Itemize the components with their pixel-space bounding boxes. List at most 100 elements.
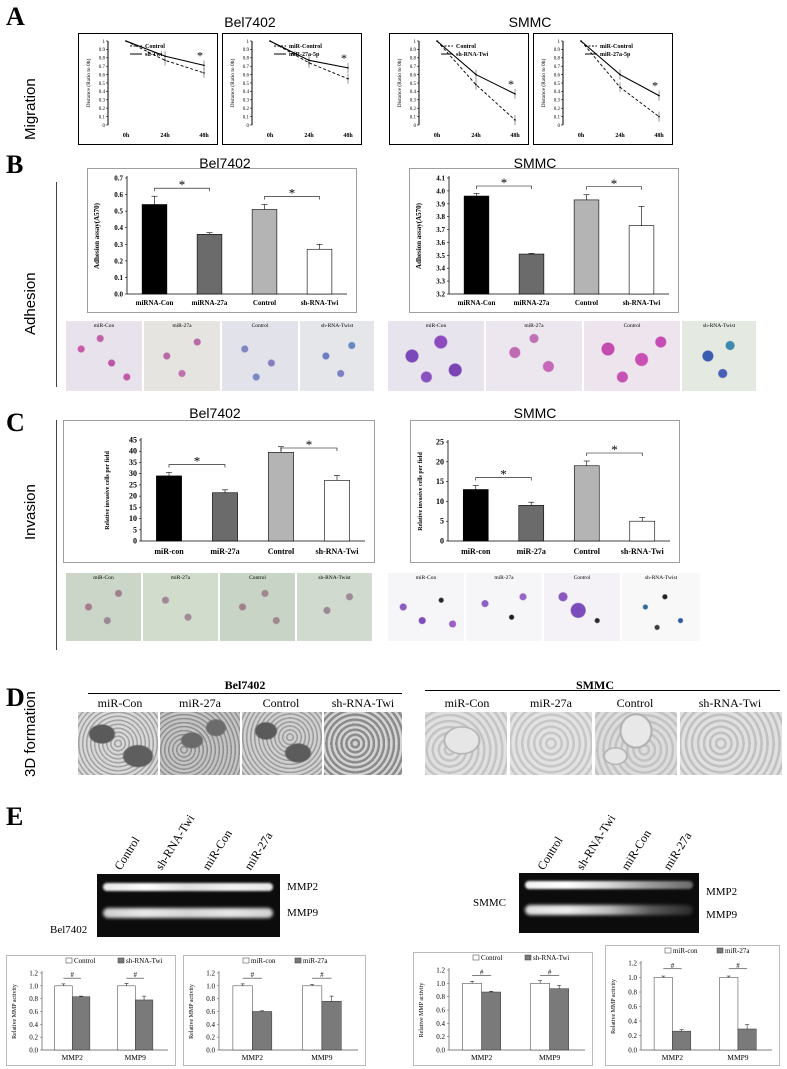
title-a-bel: Bel7402 xyxy=(224,14,276,30)
y-tick-label: 0 xyxy=(247,124,250,129)
legend-entry: Control xyxy=(481,954,502,962)
significance-marker: # xyxy=(736,962,740,970)
legend-swatch xyxy=(664,947,672,954)
d3-label-7: Control xyxy=(616,696,654,710)
y-tick-label: 0.7 xyxy=(99,65,106,70)
y-tick-label: 0.2 xyxy=(410,107,417,112)
chart-frame xyxy=(409,168,679,313)
gel-cell-label-smmc: SMMC xyxy=(473,897,507,909)
micrograph-c-bel-3: Control xyxy=(220,573,295,641)
mmp-chart-bel-mir: 0.0 0.2 0.4 0.6 0.8 1.0 1.2 Relative MMP activi… xyxy=(183,955,366,1066)
significance-bracket xyxy=(154,187,210,192)
lane-label-bel-1: Control xyxy=(111,833,143,873)
d3-image-bel-shtwi xyxy=(324,712,402,775)
lane-label-smmc-4: miR-27a xyxy=(660,829,695,873)
y-tick-label: 0.0 xyxy=(206,1047,215,1055)
legend-entry: miR-Control xyxy=(289,44,322,50)
bar-mmp9-series-0 xyxy=(302,985,323,1051)
y-tick-label: 0.2 xyxy=(436,1033,445,1041)
data-point xyxy=(436,40,438,42)
category-label: Control xyxy=(573,547,600,556)
micrograph-row-c-bel: miR-Con miR-27a Control sh-RNA-Twist xyxy=(66,573,372,641)
y-axis-label: Relative invasive cells per field xyxy=(105,451,111,530)
y-tick-label: 0.5 xyxy=(114,208,123,216)
y-tick-label: 0.6 xyxy=(554,73,561,78)
legend-entry: miR-27a xyxy=(725,947,750,955)
band-label-smmc-mmp9: MMP9 xyxy=(706,909,738,921)
adhesion-chart-bel: 0.0 0.1 0.2 0.3 0.4 0.5 0.6 0.7 Adhesion assay(A… xyxy=(87,168,357,313)
y-tick-label: 0.4 xyxy=(436,1020,445,1028)
bar-mir-27a xyxy=(518,505,545,542)
y-axis-label: Distance (Ratio to 0h) xyxy=(396,58,403,107)
micrograph-label: sh-RNA-Twist xyxy=(318,575,351,581)
y-tick-label: 1.2 xyxy=(436,967,445,975)
legend-entry: sh-RNA-Twi xyxy=(126,957,163,965)
y-tick-label: 0.6 xyxy=(29,1008,38,1016)
x-tick-label: 0h xyxy=(267,133,274,139)
y-tick-label: 1 xyxy=(414,40,417,45)
y-tick-label: 0.9 xyxy=(554,48,561,53)
chart-frame xyxy=(413,952,593,1066)
y-tick-label: 3.2 xyxy=(436,291,445,299)
y-axis-label: Adhesion assay(A570) xyxy=(93,202,101,269)
legend-entry: miR-27a xyxy=(303,957,328,965)
y-tick-label: 0 xyxy=(103,124,106,129)
micrograph-label: miR-Con xyxy=(415,575,437,581)
d3-image-smmc-mir27a xyxy=(510,712,592,775)
legend-entry: miR-con xyxy=(673,947,698,955)
title-c-bel: Bel7402 xyxy=(189,405,241,421)
panel-label-c: C xyxy=(6,408,25,437)
y-tick-label: 0.3 xyxy=(114,241,123,249)
panel-label-b: B xyxy=(6,150,24,179)
y-tick-label: 0.5 xyxy=(410,82,417,87)
data-point xyxy=(619,73,621,76)
bar-mmp2-series-0 xyxy=(653,977,673,1051)
y-tick-label: 3.7 xyxy=(436,226,445,234)
micrograph-label: sh-RNA-Twist xyxy=(644,575,678,581)
y-tick-label: 0.6 xyxy=(114,191,123,199)
bar-mmp9-series-1 xyxy=(549,988,569,1051)
bar-mir-con xyxy=(156,475,182,542)
micrograph-b-bel-1: miR-Con xyxy=(66,321,142,391)
y-tick-label: 0.2 xyxy=(243,107,250,112)
y-axis-label: Relative MMP activity xyxy=(611,979,617,1034)
lane-label-bel-3: miR-Con xyxy=(199,827,235,873)
x-tick-label: 24h xyxy=(615,133,625,139)
data-point xyxy=(347,78,349,80)
group-rule-bel7402 xyxy=(88,693,402,694)
micrograph-label: Control xyxy=(623,323,641,329)
data-point xyxy=(475,73,477,76)
data-point xyxy=(164,55,166,57)
x-tick-label: 48h xyxy=(510,133,520,139)
micrograph-label: miR-Con xyxy=(93,323,115,329)
y-tick-label: 0.5 xyxy=(554,82,561,87)
title-b-bel: Bel7402 xyxy=(199,155,251,171)
legend-entry: miR-con xyxy=(251,957,276,965)
y-tick-label: 0 xyxy=(440,537,444,546)
y-tick-label: 0.1 xyxy=(410,115,417,120)
significance-bracket xyxy=(586,186,642,190)
micrograph-label: miR-27a xyxy=(494,575,514,581)
section-label-3d-formation: 3D formation xyxy=(22,691,39,777)
micrograph-c-bel-1: miR-Con xyxy=(66,573,141,641)
data-point xyxy=(619,86,621,88)
y-tick-label: 0.5 xyxy=(243,82,250,87)
data-point xyxy=(347,67,349,69)
significance-marker: * xyxy=(652,79,658,93)
significance-bracket xyxy=(280,447,338,451)
micrograph-b-smmc-2: miR-27a xyxy=(486,321,582,391)
y-tick-label: 0.1 xyxy=(243,115,250,120)
category-label: miR-27a xyxy=(210,547,239,556)
x-tick-label: 0h xyxy=(434,133,441,139)
d3-image-smmc-shtwi xyxy=(680,712,782,775)
bar-mmp9-series-1 xyxy=(134,999,154,1051)
y-tick-label: 0.5 xyxy=(99,82,106,87)
y-tick-label: 3.3 xyxy=(436,278,445,286)
y-tick-label: 1.0 xyxy=(628,974,637,982)
d3-image-smmc-mircon xyxy=(425,712,507,775)
legend-entry: Control xyxy=(456,44,476,50)
bar-mmp2-series-0 xyxy=(462,983,482,1051)
significance-marker: # xyxy=(70,971,74,979)
category-label: miRNA-Con xyxy=(458,299,496,307)
micrograph-label: miR-Con xyxy=(425,323,447,329)
